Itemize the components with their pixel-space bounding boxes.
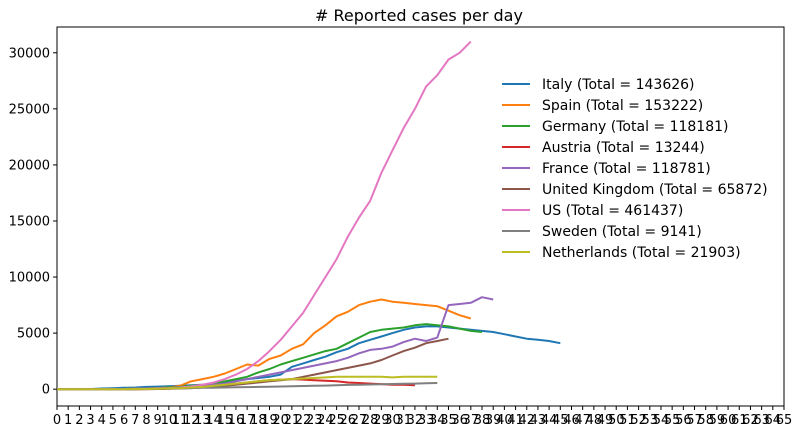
chart-title: # Reported cases per day xyxy=(315,6,523,25)
x-tick-label: 33 xyxy=(418,413,435,428)
y-tick-label: 30000 xyxy=(9,46,50,61)
x-tick-label: 3 xyxy=(86,413,94,428)
x-tick-label: 9 xyxy=(154,413,162,428)
x-tick-label: 1 xyxy=(64,413,72,428)
x-tick-label: 27 xyxy=(351,413,368,428)
x-tick-label: 14 xyxy=(205,413,222,428)
x-tick-label: 28 xyxy=(362,413,379,428)
x-tick-label: 30 xyxy=(384,413,401,428)
x-tick-label: 62 xyxy=(742,413,759,428)
x-tick-label: 38 xyxy=(474,413,491,428)
x-tick-label: 41 xyxy=(507,413,524,428)
x-tick-label: 48 xyxy=(586,413,603,428)
x-tick-label: 16 xyxy=(228,413,245,428)
x-tick-label: 26 xyxy=(340,413,357,428)
y-tick-label: 0 xyxy=(42,383,50,398)
x-tick-label: 25 xyxy=(328,413,345,428)
x-tick-label: 8 xyxy=(142,413,150,428)
x-tick-label: 31 xyxy=(395,413,412,428)
legend-entry-3: Austria (Total = 13244) xyxy=(542,140,705,156)
x-tick-label: 54 xyxy=(653,413,670,428)
y-tick-label: 5000 xyxy=(17,327,50,342)
legend-entry-4: France (Total = 118781) xyxy=(542,161,711,177)
legend-entry-7: Sweden (Total = 9141) xyxy=(542,224,702,240)
x-tick-label: 19 xyxy=(261,413,278,428)
x-tick-label: 18 xyxy=(250,413,267,428)
x-tick-label: 42 xyxy=(518,413,535,428)
plot-frame xyxy=(56,26,785,407)
x-tick-label: 17 xyxy=(239,413,256,428)
series-line-6 xyxy=(57,40,472,391)
legend: Italy (Total = 143626) Spain (Total = 153… xyxy=(502,77,768,261)
x-tick-label: 50 xyxy=(608,413,625,428)
x-tick-label: 11 xyxy=(172,413,189,428)
x-tick-label: 2 xyxy=(75,413,83,428)
x-tick-label: 43 xyxy=(530,413,547,428)
x-tick-label: 34 xyxy=(429,413,446,428)
y-tick-label: 10000 xyxy=(9,271,50,286)
legend-entry-5: United Kingdom (Total = 65872) xyxy=(542,182,768,198)
legend-entry-0: Italy (Total = 143626) xyxy=(542,77,695,93)
x-tick-label: 37 xyxy=(463,413,480,428)
x-tick-label: 36 xyxy=(451,413,468,428)
x-tick-label: 49 xyxy=(597,413,614,428)
x-tick-label: 12 xyxy=(183,413,200,428)
y-tick-label: 20000 xyxy=(9,158,50,173)
series-line-0 xyxy=(57,325,561,391)
x-tick-label: 15 xyxy=(216,413,233,428)
x-tick-label: 46 xyxy=(563,413,580,428)
x-tick-label: 51 xyxy=(619,413,636,428)
series-line-8 xyxy=(57,375,438,391)
legend-entry-8: Netherlands (Total = 21903) xyxy=(542,245,741,261)
legend-entry-6: US (Total = 461437) xyxy=(542,203,683,219)
y-tick-label: 15000 xyxy=(9,214,50,229)
x-tick-label: 4 xyxy=(98,413,106,428)
x-tick-label: 63 xyxy=(753,413,770,428)
x-tick-label: 21 xyxy=(284,413,301,428)
x-tick-label: 22 xyxy=(295,413,312,428)
x-tick-label: 40 xyxy=(496,413,513,428)
x-tick-label: 44 xyxy=(541,413,558,428)
x-tick-label: 56 xyxy=(675,413,692,428)
x-tick-label: 61 xyxy=(731,413,748,428)
x-tick-label: 60 xyxy=(720,413,737,428)
x-tick-label: 57 xyxy=(686,413,703,428)
x-tick-label: 52 xyxy=(630,413,647,428)
legend-entry-2: Germany (Total = 118181) xyxy=(542,119,729,135)
series-lines xyxy=(57,40,561,391)
x-tick-label: 64 xyxy=(765,413,782,428)
x-tick-label: 53 xyxy=(642,413,659,428)
x-axis: 0 1 2 3 4 5 6 7 8 9101112131415161718192021222324… xyxy=(53,406,792,428)
x-tick-label: 10 xyxy=(161,413,178,428)
x-tick-label: 45 xyxy=(552,413,569,428)
x-tick-label: 55 xyxy=(664,413,681,428)
x-tick-label: 0 xyxy=(53,413,61,428)
legend-entry-1: Spain (Total = 153222) xyxy=(542,98,703,114)
x-tick-label: 39 xyxy=(485,413,502,428)
x-tick-label: 20 xyxy=(272,413,289,428)
x-tick-label: 59 xyxy=(709,413,726,428)
x-tick-label: 29 xyxy=(373,413,390,428)
x-tick-label: 23 xyxy=(306,413,323,428)
x-tick-label: 5 xyxy=(109,413,117,428)
x-tick-label: 58 xyxy=(697,413,714,428)
x-tick-label: 7 xyxy=(131,413,139,428)
x-tick-label: 32 xyxy=(407,413,424,428)
y-axis: 0 5000 10000 15000 20000 25000 30000 xyxy=(9,46,57,398)
x-tick-label: 13 xyxy=(194,413,211,428)
x-tick-label: 6 xyxy=(120,413,128,428)
x-tick-label: 65 xyxy=(776,413,793,428)
x-tick-label: 35 xyxy=(440,413,457,428)
x-tick-label: 24 xyxy=(317,413,334,428)
x-tick-label: 47 xyxy=(574,413,591,428)
y-tick-label: 25000 xyxy=(9,102,50,117)
